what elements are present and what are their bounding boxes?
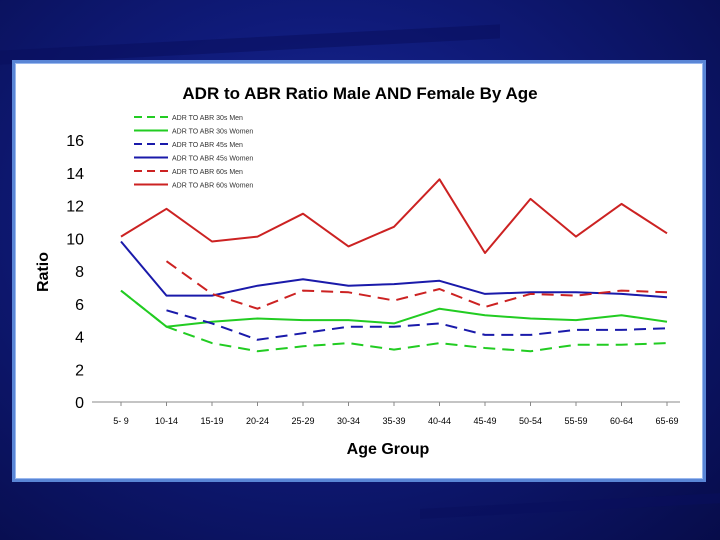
- y-tick-label: 16: [66, 133, 84, 150]
- x-tick-label: 35-39: [382, 416, 405, 426]
- x-tick-label: 20-24: [246, 416, 269, 426]
- series-line-3: [166, 309, 668, 341]
- x-tick-label: 25-29: [291, 416, 314, 426]
- x-tick-label: 55-59: [564, 416, 587, 426]
- chart-title: ADR to ABR Ratio Male AND Female By Age: [182, 84, 537, 103]
- y-axis-title: Ratio: [35, 252, 52, 292]
- legend-label: ADR TO ABR 45s Women: [172, 156, 253, 163]
- x-tick-label: 65-69: [655, 416, 678, 426]
- x-tick-label: 45-49: [473, 416, 496, 426]
- plot-area: [120, 178, 668, 353]
- y-tick-label: 14: [66, 166, 84, 183]
- series-line-5: [165, 260, 668, 310]
- series-line-1: [120, 289, 668, 353]
- legend-label: ADR TO ABR 45s Men: [172, 142, 243, 149]
- y-tick-label: 8: [75, 264, 84, 281]
- x-axis-title: Age Group: [347, 441, 430, 458]
- legend-label: ADR TO ABR 30s Men: [172, 115, 243, 122]
- legend-label: ADR TO ABR 60s Men: [172, 169, 243, 176]
- y-tick-label: 10: [66, 231, 84, 248]
- y-axis: 0 2 4 6 8 10 12 14 16: [66, 133, 84, 412]
- y-tick-label: 6: [75, 297, 84, 314]
- legend: ADR TO ABR 30s Men ADR TO ABR 30s Women AD…: [134, 115, 253, 190]
- x-tick-label: 15-19: [200, 416, 223, 426]
- y-tick-label: 12: [66, 199, 84, 216]
- x-tick-label: 40-44: [428, 416, 451, 426]
- x-axis: 5- 9 10-14 15-19 20-24 25-29 30-34 35-39 40-44 4…: [113, 402, 679, 426]
- x-tick-label: 50-54: [519, 416, 542, 426]
- x-tick-label: 10-14: [155, 416, 178, 426]
- x-tick-label: 60-64: [610, 416, 633, 426]
- series-line-6: [120, 178, 668, 254]
- x-tick-label: 5- 9: [113, 416, 129, 426]
- legend-label: ADR TO ABR 30s Women: [172, 129, 253, 136]
- y-tick-label: 4: [75, 330, 84, 347]
- y-tick-label: 0: [75, 395, 84, 412]
- series-line-4: [120, 240, 668, 299]
- series-line-2: [120, 289, 668, 328]
- y-tick-label: 2: [75, 362, 84, 379]
- legend-label: ADR TO ABR 60s Women: [172, 183, 253, 190]
- x-tick-label: 30-34: [337, 416, 360, 426]
- chart-frame: [12, 60, 706, 482]
